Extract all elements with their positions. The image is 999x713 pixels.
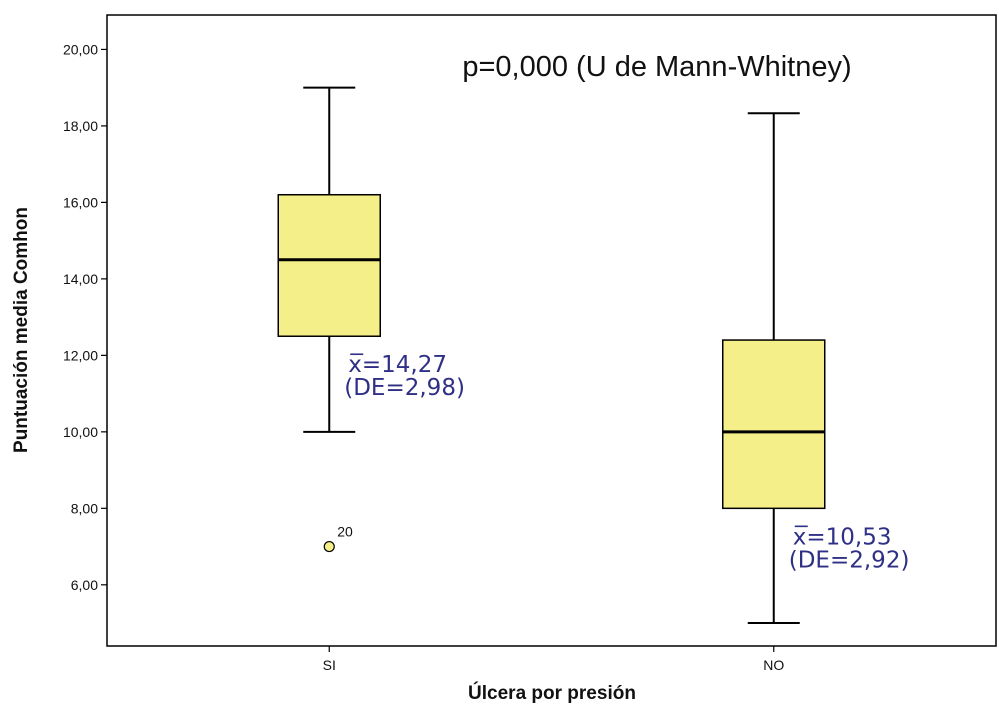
y-axis: 6,00 8,00 10,00 12,00 14,00 16,00 18,00 20,00 bbox=[63, 41, 107, 593]
box-iqr bbox=[722, 339, 826, 510]
sd-label: (DE=2,92) bbox=[789, 547, 910, 573]
outlier-label: 20 bbox=[337, 524, 353, 540]
pvalue-background bbox=[408, 33, 906, 96]
pvalue-annotation: p=0,000 (U de Mann-Whitney) bbox=[462, 51, 851, 83]
box-no bbox=[722, 112, 826, 625]
plot-area bbox=[106, 14, 997, 647]
y-tick-label: 8,00 bbox=[71, 500, 98, 516]
x-axis-title: Úlcera por presión bbox=[468, 682, 636, 704]
mean-label: x=10,53 bbox=[793, 524, 892, 550]
y-tick-label: 12,00 bbox=[63, 347, 98, 363]
y-tick-label: 16,00 bbox=[63, 194, 98, 210]
y-tick-label: 20,00 bbox=[63, 41, 98, 57]
box-si: 20 bbox=[277, 86, 381, 553]
box-iqr bbox=[277, 193, 381, 337]
y-tick-label: 14,00 bbox=[63, 271, 98, 287]
y-axis-title: Puntuación media Comhon bbox=[11, 207, 32, 453]
mean-label: x=14,27 bbox=[348, 352, 447, 378]
boxes: 20 bbox=[277, 86, 826, 625]
annotations: x=14,27(DE=2,98) x=10,53(DE=2,92) bbox=[344, 352, 909, 573]
sd-label: (DE=2,98) bbox=[344, 375, 465, 401]
y-tick-label: 6,00 bbox=[71, 577, 98, 593]
x-tick-label: SI bbox=[323, 657, 336, 673]
y-tick-label: 18,00 bbox=[63, 118, 98, 134]
x-axis: SI NO bbox=[323, 646, 784, 673]
y-tick-label: 10,00 bbox=[63, 424, 98, 440]
outlier-point bbox=[323, 540, 335, 553]
x-tick-label: NO bbox=[763, 657, 784, 673]
